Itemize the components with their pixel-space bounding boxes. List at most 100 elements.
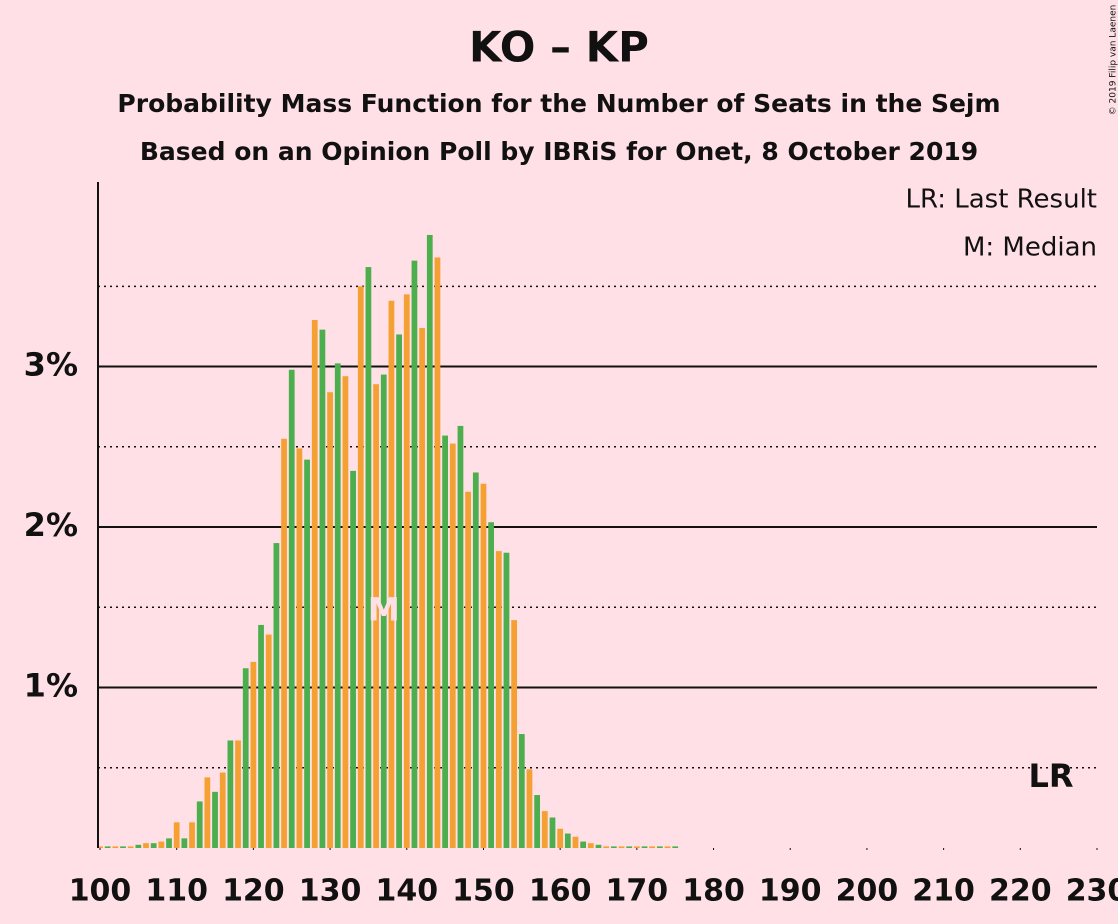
bar [127, 846, 134, 848]
x-tick-label: 200 [836, 874, 899, 909]
x-tick-label: 110 [145, 874, 208, 909]
x-tick-label: 180 [682, 874, 745, 909]
bar [235, 740, 241, 848]
y-tick-label: 2% [24, 506, 78, 544]
bar [212, 791, 218, 848]
bar [104, 846, 111, 848]
bar [449, 443, 456, 848]
bar [557, 828, 564, 848]
bar [319, 329, 326, 848]
bar [580, 841, 587, 848]
bar [166, 838, 172, 848]
x-tick-label: 150 [452, 874, 515, 909]
y-tick-label: 3% [24, 346, 78, 384]
bar [311, 320, 318, 848]
bar [603, 846, 610, 848]
y-tick-label: 1% [24, 667, 78, 705]
bar [204, 777, 211, 848]
bar [357, 286, 364, 849]
bar [120, 846, 126, 848]
bar [442, 435, 448, 848]
bar [419, 328, 425, 848]
bar [572, 836, 579, 848]
bar [258, 624, 264, 848]
bar [672, 846, 679, 848]
last-result-marker: LR [1028, 757, 1073, 795]
median-marker: M [368, 590, 400, 628]
bar [380, 374, 387, 848]
bar [403, 294, 410, 848]
bar [158, 841, 165, 848]
bar [112, 846, 119, 848]
bar [334, 363, 341, 848]
x-tick-label: 220 [989, 874, 1052, 909]
bar [595, 844, 602, 848]
bar [626, 846, 633, 848]
bar [465, 491, 471, 848]
bar [373, 384, 379, 848]
bar [480, 483, 487, 848]
bar [304, 459, 310, 848]
x-tick-label: 160 [529, 874, 592, 909]
x-tick-label: 210 [912, 874, 975, 909]
bar [534, 795, 541, 848]
x-tick-label: 190 [759, 874, 822, 909]
bar [281, 438, 287, 848]
chart-subtitle: Probability Mass Function for the Number… [117, 89, 1000, 118]
bar [503, 552, 510, 848]
x-tick-label: 230 [1066, 874, 1118, 909]
bar [181, 838, 188, 848]
x-tick-label: 140 [375, 874, 438, 909]
bar [242, 668, 249, 848]
chart-subtitle: Based on an Opinion Poll by IBRiS for On… [140, 137, 978, 166]
bar [495, 551, 502, 848]
bar [411, 260, 418, 849]
bar [541, 811, 548, 848]
bar [610, 846, 617, 848]
bar [656, 846, 663, 848]
bar [265, 634, 272, 848]
bar [488, 522, 495, 848]
legend-note: M: Median [963, 233, 1097, 263]
bar [388, 300, 395, 849]
bar [219, 772, 226, 848]
bar [564, 833, 571, 848]
bar [327, 392, 333, 848]
bar [227, 740, 234, 848]
bar [173, 822, 180, 848]
x-tick-label: 170 [606, 874, 669, 909]
bar [350, 470, 356, 848]
bar [97, 846, 103, 848]
bar [633, 846, 640, 848]
x-tick-label: 120 [222, 874, 285, 909]
bar [664, 846, 671, 848]
x-tick-label: 100 [69, 874, 132, 909]
bar [296, 448, 303, 848]
bar [135, 844, 142, 848]
bar [618, 846, 625, 848]
bar [426, 234, 433, 848]
bar [511, 620, 518, 848]
x-tick-label: 130 [299, 874, 362, 909]
bar [273, 543, 280, 848]
bar [189, 822, 195, 848]
bar [396, 334, 402, 848]
legend-note: LR: Last Result [905, 185, 1097, 215]
bar [549, 817, 556, 848]
bar [472, 472, 479, 848]
bar [457, 425, 464, 848]
copyright: © 2019 Filip van Laenen [1109, 5, 1118, 116]
bar [518, 734, 525, 848]
bar [250, 661, 257, 848]
bar [365, 267, 372, 848]
bar [288, 369, 295, 848]
bar [143, 843, 149, 848]
bar [641, 846, 648, 848]
bar [342, 376, 349, 848]
bar [587, 843, 594, 848]
bar [150, 843, 157, 848]
bar [196, 801, 203, 848]
bar [649, 846, 656, 848]
chart-title: KO – KP [469, 23, 649, 72]
